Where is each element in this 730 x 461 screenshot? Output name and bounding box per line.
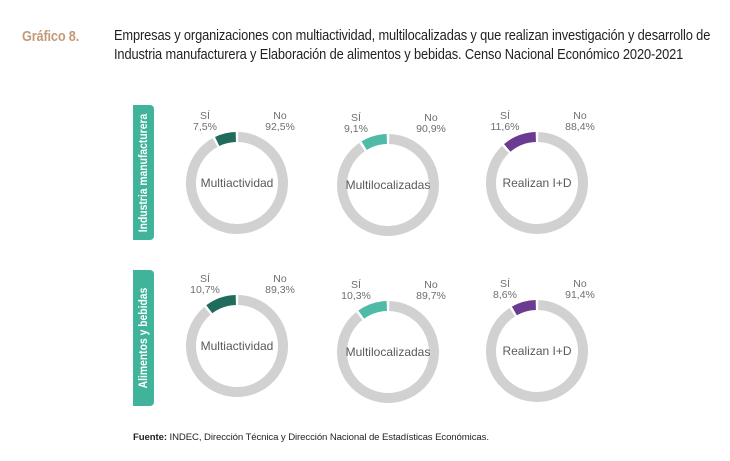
- slice-no: [486, 300, 588, 402]
- slice-si: [511, 300, 537, 316]
- slice-si: [361, 134, 388, 151]
- slice-no: [186, 295, 288, 397]
- si-label: SÍ: [351, 111, 361, 124]
- no-value-label: 89,3%: [265, 284, 295, 296]
- no-value-label: 88,4%: [565, 121, 595, 133]
- source-note: Fuente: INDEC, Dirección Técnica y Direc…: [133, 432, 489, 443]
- no-label: No: [424, 112, 438, 124]
- si-value-label: 7,5%: [193, 121, 217, 133]
- slice-no: [486, 132, 588, 234]
- no-value-label: 91,4%: [565, 289, 595, 301]
- si-value-label: 9,1%: [344, 123, 368, 135]
- si-label: SÍ: [500, 277, 510, 290]
- no-label: No: [573, 110, 587, 122]
- no-label: No: [424, 279, 438, 291]
- si-label: SÍ: [200, 109, 210, 122]
- row-tab-industria: Industria manufacturera: [133, 105, 154, 240]
- no-value-label: 89,7%: [416, 290, 446, 302]
- chart-title: Empresas y organizaciones con multiactiv…: [114, 28, 711, 63]
- no-value-label: 90,9%: [416, 123, 446, 135]
- si-value-label: 8,6%: [493, 289, 517, 301]
- center-label: Realizan I+D: [502, 176, 571, 190]
- slice-si: [504, 132, 537, 152]
- no-label: No: [273, 273, 287, 285]
- si-value-label: 10,3%: [341, 290, 371, 302]
- si-label: SÍ: [351, 278, 361, 291]
- source-label: Fuente:: [133, 432, 167, 443]
- slice-si: [206, 295, 237, 314]
- center-label: Multiactividad: [201, 176, 274, 190]
- center-label: Multiactividad: [201, 339, 274, 353]
- slice-si: [215, 132, 237, 147]
- si-label: SÍ: [500, 109, 510, 122]
- si-value-label: 10,7%: [190, 284, 220, 296]
- si-value-label: 11,6%: [491, 121, 520, 133]
- no-value-label: 92,5%: [265, 121, 295, 133]
- center-label: Multilocalizadas: [346, 178, 431, 192]
- center-label: Multilocalizadas: [346, 345, 431, 359]
- no-label: No: [573, 278, 587, 290]
- figure-number: Gráfico 8.: [22, 29, 80, 45]
- no-label: No: [273, 110, 287, 122]
- si-label: SÍ: [200, 272, 210, 285]
- slice-si: [358, 301, 388, 319]
- row-tab-alimentos: Alimentos y bebidas: [133, 270, 154, 406]
- slice-no: [186, 132, 288, 234]
- slice-no: [336, 134, 439, 236]
- center-label: Realizan I+D: [502, 344, 571, 358]
- source-text: INDEC, Dirección Técnica y Dirección Nac…: [166, 432, 489, 443]
- slice-no: [337, 301, 439, 403]
